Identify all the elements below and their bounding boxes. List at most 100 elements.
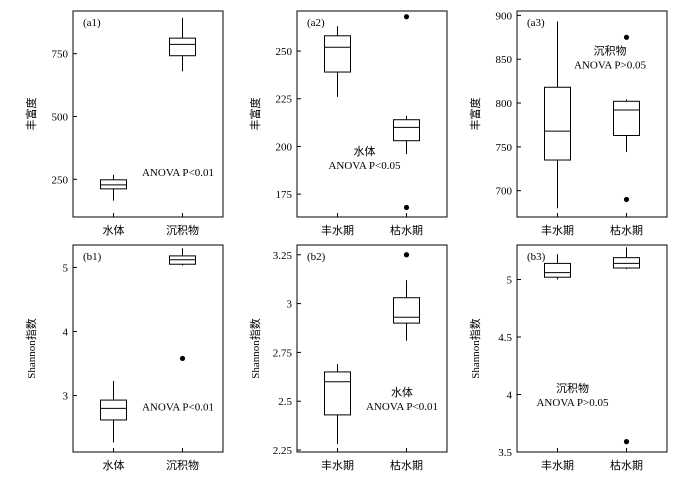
y-tick-label: 700 [496,186,513,198]
iqr-box [393,297,420,324]
y-tick-label: 750 [496,142,513,154]
box-丰水期 [324,26,351,97]
y-tick-label: 4.5 [498,332,512,344]
y-axis-label: Shannon指数 [248,318,262,379]
plot-frame [516,10,668,218]
panel-label: (a3) [527,17,545,29]
iqr-box [100,179,127,190]
x-tick-label: 枯水期 [390,458,423,472]
y-tick-label: 250 [276,46,293,58]
x-tick-label: 丰水期 [541,224,574,237]
iqr-box [613,100,640,136]
y-axis-label: 丰富度 [468,98,482,131]
y-tick-label: 5 [63,262,69,274]
x-tick-label: 枯水期 [390,223,423,237]
panel-a2: 175 200 225 250 丰富度 (a2) 丰水期 枯水期 水体 ANOVA P<0.05 [248,10,448,237]
box-枯水期 [393,252,420,341]
panel-b3: 3.5 4 4.5 5 Shannon指数 (b3) 丰水期 枯水期 沉积物 ANOVA P>0.… [468,244,668,472]
box-水体 [100,380,127,443]
box-水体 [100,174,127,201]
panel-b2: 2.25 2.5 2.75 3 3.25 Shannon指数 (b2) 丰水期 枯水期 水体 ANO… [248,244,448,472]
panel-label: (a2) [307,17,325,29]
box-沉积物 [169,248,196,362]
annotation-text: 水体 [354,144,376,158]
box-枯水期 [613,34,640,203]
panel-a1: 250 500 750 丰富度 (a1) 水体 沉积物 ANOVA P<0.01 [24,10,224,237]
y-tick-label: 3.25 [273,250,293,262]
box-丰水期 [544,254,571,280]
y-axis-label: Shannon指数 [24,318,38,379]
y-tick-label: 4 [507,390,513,402]
y-tick-label: 3.5 [498,447,512,459]
annotation-text: ANOVA P>0.05 [536,397,609,409]
x-tick-label: 枯水期 [610,458,643,472]
outlier-point [403,252,410,258]
box-丰水期 [544,21,571,209]
y-tick-label: 2.25 [273,445,293,457]
y-tick-label: 200 [276,141,293,153]
x-tick-label: 丰水期 [321,459,354,472]
outlier-point [623,439,630,445]
box-枯水期 [393,14,420,211]
y-tick-label: 750 [52,49,69,61]
panel-label: (b1) [83,251,102,263]
y-tick-label: 5 [507,275,513,287]
iqr-box [613,257,640,269]
y-tick-label: 800 [496,98,513,110]
iqr-box [324,371,351,416]
y-tick-label: 2.75 [273,347,293,359]
annotation-text: 沉积物 [594,43,627,57]
panel-label: (a1) [83,17,101,29]
iqr-box [393,119,420,142]
x-tick-label: 水体 [103,458,125,472]
y-tick-label: 2.5 [278,396,292,408]
panel-label: (b2) [307,251,326,263]
x-tick-label: 丰水期 [321,224,354,237]
y-tick-label: 3 [63,391,69,403]
annotation-text: ANOVA P<0.01 [142,402,214,414]
panel-a3: 700 750 800 850 900 丰富度 (a3) 丰水期 枯水期 沉积物 ANOVA P>0… [468,10,668,237]
y-tick-label: 850 [496,54,513,66]
annotation-text: ANOVA P<0.01 [142,167,214,179]
iqr-box [544,86,571,161]
x-tick-label: 水体 [103,223,125,237]
box-枯水期 [613,247,640,445]
outlier-point [623,196,630,203]
y-tick-label: 3 [287,299,293,311]
y-tick-label: 900 [496,10,513,22]
x-tick-label: 丰水期 [541,459,574,472]
annotation-text: ANOVA P>0.05 [574,59,647,71]
plot-frame [296,244,448,453]
y-tick-label: 500 [52,112,69,124]
box-丰水期 [324,364,351,445]
panel-b1: 3 4 5 Shannon指数 (b1) 水体 沉积物 ANOVA P<0.01 [24,244,224,472]
iqr-box [100,399,127,421]
plot-frame [516,244,668,453]
iqr-box [324,35,351,73]
y-tick-label: 250 [52,174,69,186]
outlier-point [403,204,410,211]
box-沉积物 [169,17,196,72]
y-tick-label: 4 [63,327,69,339]
outlier-point [403,14,410,20]
y-axis-label: Shannon指数 [468,318,482,379]
plot-frame [72,244,224,453]
outlier-point [179,355,186,362]
panel-label: (b3) [527,251,546,263]
y-axis-label: 丰富度 [24,98,38,131]
x-tick-label: 枯水期 [610,223,643,237]
x-tick-label: 沉积物 [166,223,199,237]
plot-frame [72,10,224,218]
y-tick-label: 175 [276,189,293,201]
plot-frame [296,10,448,218]
y-tick-label: 225 [276,94,293,106]
iqr-box [544,262,571,278]
annotation-text: 沉积物 [556,381,589,395]
y-axis-label: 丰富度 [248,98,262,131]
outlier-point [623,34,630,40]
iqr-box [169,37,196,57]
x-tick-label: 沉积物 [166,458,199,472]
annotation-text: 水体 [391,385,413,399]
annotation-text: ANOVA P<0.05 [328,160,401,172]
